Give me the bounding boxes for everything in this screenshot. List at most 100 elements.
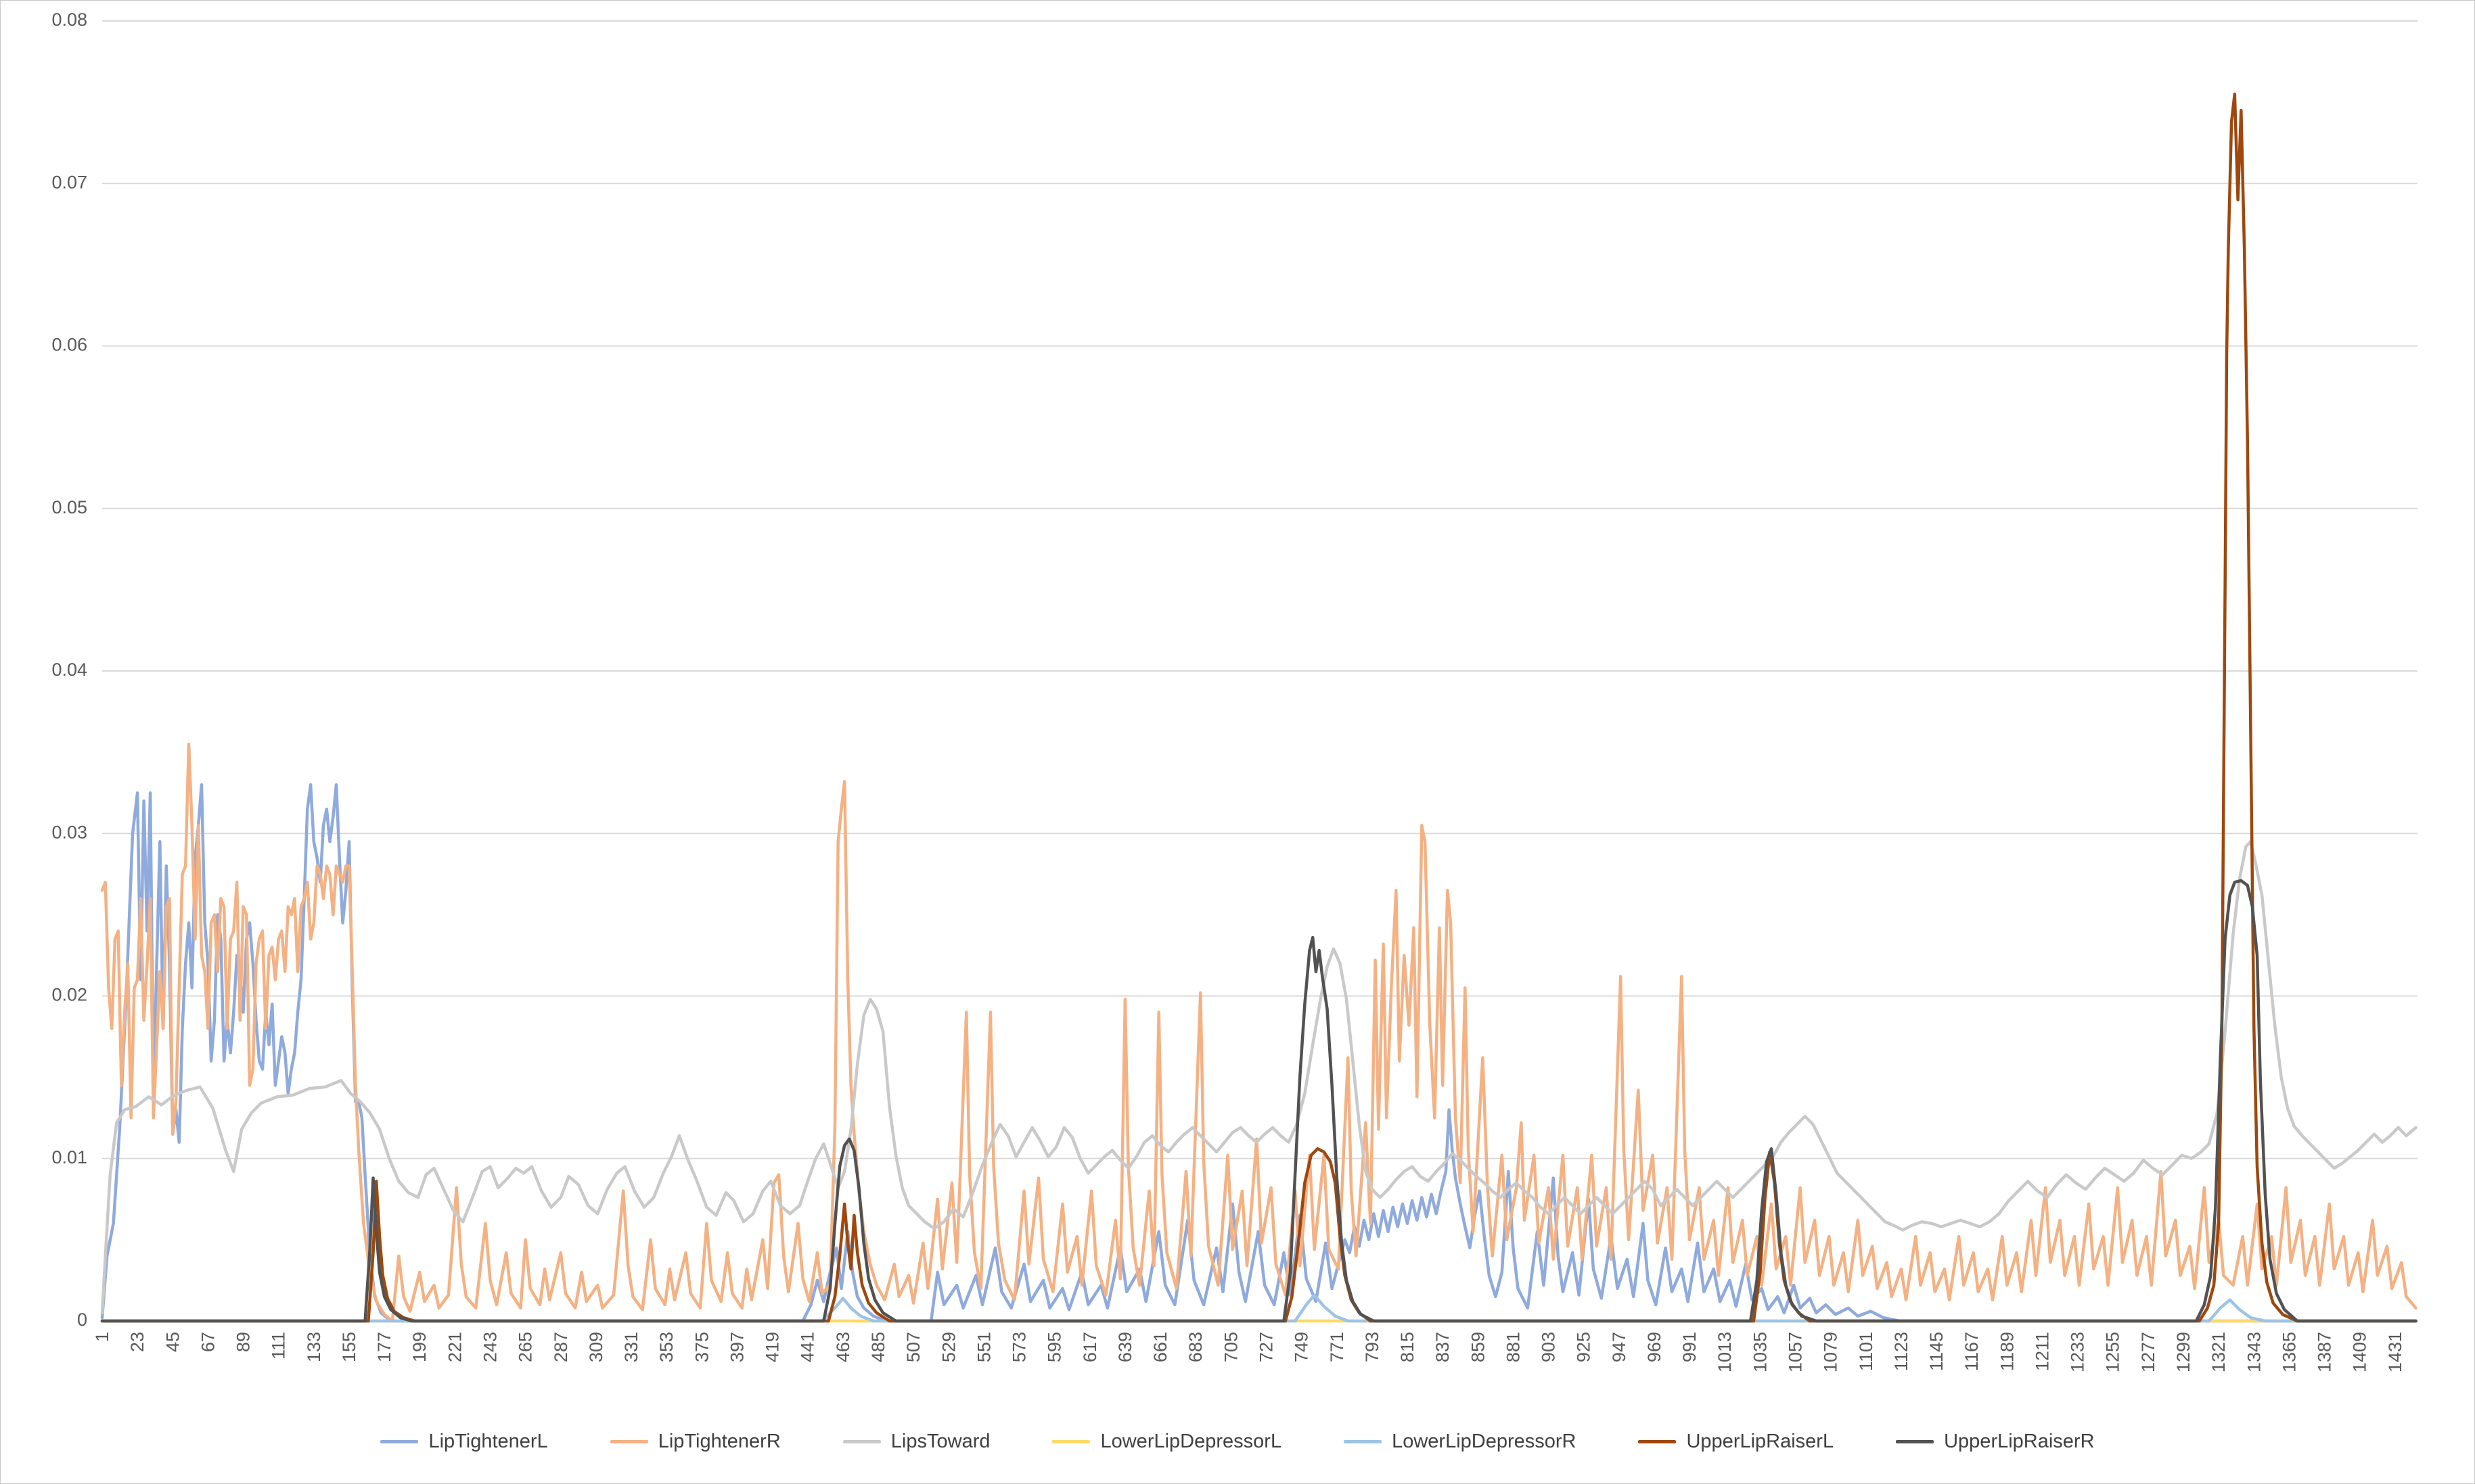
y-tick-label: 0.08 xyxy=(51,9,87,30)
x-tick-label: 1079 xyxy=(1821,1332,1841,1372)
x-tick-label: 507 xyxy=(903,1332,924,1362)
x-tick-label: 1057 xyxy=(1786,1332,1806,1372)
legend-swatch-icon xyxy=(1638,1439,1677,1443)
x-tick-label: 1035 xyxy=(1750,1332,1770,1372)
legend-swatch-icon xyxy=(842,1439,881,1443)
x-tick-label: 947 xyxy=(1609,1332,1629,1362)
x-tick-label: 199 xyxy=(409,1332,430,1362)
plot-area: 0 0.01 0.02 0.03 0.04 0.05 0.06 0.07 0.08 1 23 45 67… xyxy=(51,9,2417,1372)
x-tick-label: 419 xyxy=(763,1332,783,1362)
series-line-LipTightenerR xyxy=(100,742,2417,1323)
x-tick-label: 749 xyxy=(1292,1332,1312,1362)
x-tick-label: 353 xyxy=(656,1332,677,1362)
x-tick-label: 243 xyxy=(480,1332,501,1362)
x-tick-label: 1211 xyxy=(2033,1332,2053,1371)
x-tick-label: 573 xyxy=(1009,1332,1030,1362)
series-line-LipTightenerL xyxy=(100,783,2417,1323)
legend-label: LowerLipDepressorR xyxy=(1392,1430,1576,1452)
x-tick-label: 1189 xyxy=(1997,1332,2017,1371)
x-tick-label: 45 xyxy=(162,1332,183,1352)
legend-swatch-icon xyxy=(1344,1439,1382,1443)
x-tick-label: 1 xyxy=(92,1332,112,1342)
x-tick-label: 463 xyxy=(833,1332,853,1362)
x-tick-label: 1387 xyxy=(2315,1332,2335,1372)
x-tick-label: 1013 xyxy=(1715,1332,1735,1372)
x-tick-label: 309 xyxy=(586,1332,606,1362)
x-tick-label: 155 xyxy=(339,1332,359,1362)
series-line-UpperLipRaiserR xyxy=(100,879,2417,1323)
series-line-LowerLipDepressorR xyxy=(100,1293,2417,1323)
x-tick-label: 111 xyxy=(269,1332,289,1360)
x-tick-label: 815 xyxy=(1397,1332,1417,1362)
legend-label: LowerLipDepressorL xyxy=(1100,1430,1282,1452)
x-tick-label: 331 xyxy=(621,1332,641,1362)
x-tick-label: 221 xyxy=(445,1332,465,1362)
x-tick-label: 375 xyxy=(691,1332,712,1362)
x-tick-label: 1343 xyxy=(2244,1332,2264,1372)
y-tick-label: 0.03 xyxy=(51,822,87,842)
legend-item-LipsToward: LipsToward xyxy=(842,1430,991,1453)
x-tick-label: 925 xyxy=(1574,1332,1594,1362)
x-tick-label: 551 xyxy=(974,1332,994,1362)
x-tick-label: 881 xyxy=(1503,1332,1523,1362)
series-lines xyxy=(100,92,2417,1323)
x-tick-label: 595 xyxy=(1045,1332,1065,1362)
x-axis-labels: 1 23 45 67 89 111 133 155 177 199 221 243 265 287 309 3… xyxy=(92,1332,2405,1372)
series-line-UpperLipRaiserL xyxy=(100,92,2417,1323)
x-tick-label: 67 xyxy=(198,1332,218,1352)
x-tick-label: 1145 xyxy=(1926,1332,1947,1371)
y-tick-label: 0.01 xyxy=(51,1147,87,1167)
legend-swatch-icon xyxy=(610,1439,648,1443)
y-tick-label: 0.05 xyxy=(51,497,87,517)
legend-label: LipTightenerR xyxy=(658,1430,781,1452)
x-tick-label: 1299 xyxy=(2173,1332,2194,1372)
legend: LipTightenerL LipTightenerR LipsToward Lowe… xyxy=(1,1409,2474,1474)
legend-item-LipTightenerR: LipTightenerR xyxy=(610,1431,781,1453)
legend-label: UpperLipRaiserL xyxy=(1686,1430,1834,1452)
x-tick-label: 265 xyxy=(516,1332,536,1362)
legend-item-UpperLipRaiserR: UpperLipRaiserR xyxy=(1896,1430,2095,1453)
x-tick-label: 771 xyxy=(1327,1332,1347,1362)
gridlines xyxy=(102,20,2417,1322)
x-tick-label: 617 xyxy=(1080,1332,1100,1362)
x-tick-label: 1167 xyxy=(1961,1332,1982,1371)
x-tick-label: 1255 xyxy=(2103,1332,2123,1372)
x-tick-label: 793 xyxy=(1362,1332,1382,1362)
x-tick-label: 441 xyxy=(798,1332,818,1362)
x-tick-label: 89 xyxy=(233,1332,254,1352)
x-tick-label: 727 xyxy=(1256,1332,1277,1362)
legend-swatch-icon xyxy=(1896,1439,1934,1443)
x-tick-label: 1277 xyxy=(2138,1332,2158,1372)
x-tick-label: 859 xyxy=(1468,1332,1488,1362)
x-tick-label: 903 xyxy=(1539,1332,1559,1362)
legend-swatch-icon xyxy=(1052,1439,1091,1443)
x-tick-label: 1321 xyxy=(2208,1332,2229,1372)
x-tick-label: 177 xyxy=(374,1332,394,1362)
legend-label: LipsToward xyxy=(890,1430,991,1452)
series-line-LipsToward xyxy=(100,840,2417,1315)
x-tick-label: 969 xyxy=(1644,1332,1664,1362)
y-tick-label: 0.06 xyxy=(51,335,87,355)
y-tick-label: 0.07 xyxy=(51,172,87,192)
x-tick-label: 1431 xyxy=(2385,1332,2405,1372)
x-tick-label: 1123 xyxy=(1891,1332,1911,1371)
x-tick-label: 683 xyxy=(1185,1332,1206,1362)
x-tick-label: 705 xyxy=(1221,1332,1241,1362)
legend-item-LipTightenerL: LipTightenerL xyxy=(380,1431,548,1453)
legend-label: UpperLipRaiserR xyxy=(1944,1430,2095,1452)
x-tick-label: 1233 xyxy=(2068,1332,2088,1372)
y-axis-labels: 0 0.01 0.02 0.03 0.04 0.05 0.06 0.07 0.08 xyxy=(51,9,87,1330)
x-tick-label: 397 xyxy=(727,1332,747,1362)
y-tick-label: 0.02 xyxy=(51,985,87,1005)
x-tick-label: 1365 xyxy=(2279,1332,2299,1372)
x-tick-label: 991 xyxy=(1679,1332,1700,1362)
x-tick-label: 661 xyxy=(1150,1332,1171,1362)
x-tick-label: 23 xyxy=(127,1332,147,1352)
legend-item-UpperLipRaiserL: UpperLipRaiserL xyxy=(1638,1431,1834,1453)
x-tick-label: 287 xyxy=(551,1332,571,1362)
y-tick-label: 0 xyxy=(77,1309,87,1330)
x-tick-label: 1101 xyxy=(1856,1332,1876,1371)
y-tick-label: 0.04 xyxy=(51,659,87,680)
legend-item-LowerLipDepressorL: LowerLipDepressorL xyxy=(1052,1431,1281,1453)
